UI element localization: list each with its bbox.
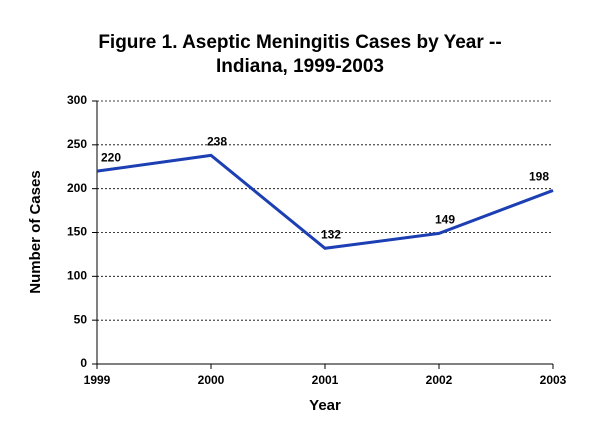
- data-label: 132: [321, 227, 341, 241]
- x-tick-label: 1999: [84, 373, 111, 387]
- data-label: 149: [435, 213, 455, 227]
- data-line: [96, 153, 554, 250]
- x-tick-label: 2000: [198, 373, 225, 387]
- y-tick-label: 100: [67, 269, 87, 283]
- data-label: 198: [529, 170, 549, 184]
- y-axis-title: Number of Cases: [27, 170, 44, 293]
- data-label: 238: [207, 135, 227, 149]
- y-tick-label: 300: [67, 93, 87, 107]
- y-tick-label: 250: [67, 137, 87, 151]
- data-label: 220: [101, 150, 121, 164]
- chart-title: Figure 1. Aseptic Meningitis Cases by Ye…: [98, 32, 501, 53]
- x-tick-label: 2003: [540, 373, 567, 387]
- y-tick-label: 50: [74, 312, 88, 326]
- x-axis-title: Year: [309, 397, 341, 414]
- x-tick-label: 2001: [312, 373, 339, 387]
- chart-title: Indiana, 1999-2003: [216, 56, 384, 77]
- x-tick-label: 2002: [426, 373, 453, 387]
- y-tick-label: 150: [67, 225, 87, 239]
- y-tick-label: 0: [80, 356, 87, 370]
- y-tick-label: 200: [67, 181, 87, 195]
